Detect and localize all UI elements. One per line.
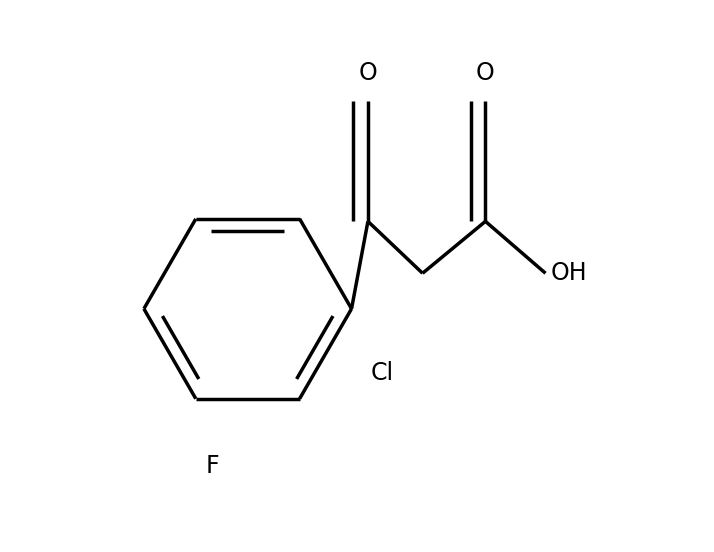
- Text: Cl: Cl: [371, 360, 394, 385]
- Text: OH: OH: [551, 261, 588, 285]
- Text: F: F: [206, 454, 219, 477]
- Text: O: O: [476, 61, 495, 85]
- Text: O: O: [358, 61, 377, 85]
